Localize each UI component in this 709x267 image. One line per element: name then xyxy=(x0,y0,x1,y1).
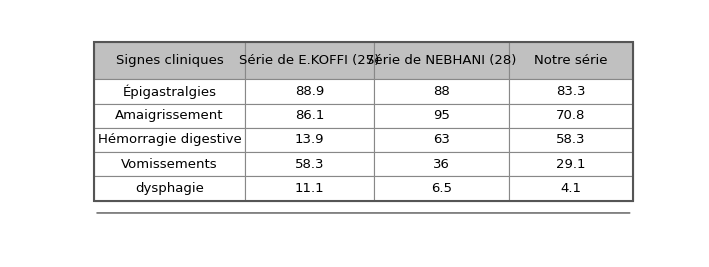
Bar xyxy=(509,42,632,79)
Text: Épigastralgies: Épigastralgies xyxy=(123,84,216,99)
Text: 29.1: 29.1 xyxy=(556,158,586,171)
Text: 6.5: 6.5 xyxy=(431,182,452,195)
Bar xyxy=(94,42,245,79)
Text: Notre série: Notre série xyxy=(534,54,608,67)
Text: 58.3: 58.3 xyxy=(556,134,586,147)
Bar xyxy=(509,79,632,104)
Text: 36: 36 xyxy=(433,158,450,171)
Bar xyxy=(94,176,245,201)
Bar xyxy=(245,42,374,79)
Bar xyxy=(374,104,509,128)
Bar xyxy=(509,104,632,128)
Text: dysphagie: dysphagie xyxy=(135,182,204,195)
Text: Hémorragie digestive: Hémorragie digestive xyxy=(98,134,241,147)
Bar xyxy=(374,176,509,201)
Bar xyxy=(94,79,245,104)
Text: 4.1: 4.1 xyxy=(560,182,581,195)
Bar xyxy=(374,79,509,104)
Text: Série de NEBHANI (28): Série de NEBHANI (28) xyxy=(367,54,517,67)
Text: 13.9: 13.9 xyxy=(295,134,324,147)
Bar xyxy=(94,104,245,128)
Bar xyxy=(509,152,632,176)
Bar xyxy=(94,152,245,176)
Text: 86.1: 86.1 xyxy=(295,109,324,122)
Bar xyxy=(374,152,509,176)
Bar xyxy=(245,152,374,176)
Text: 58.3: 58.3 xyxy=(295,158,324,171)
Bar xyxy=(245,104,374,128)
Bar xyxy=(245,79,374,104)
Bar xyxy=(374,128,509,152)
Text: 63: 63 xyxy=(433,134,450,147)
Bar xyxy=(509,128,632,152)
Text: Vomissements: Vomissements xyxy=(121,158,218,171)
Bar xyxy=(94,128,245,152)
Bar xyxy=(245,176,374,201)
Bar xyxy=(245,128,374,152)
Text: Signes cliniques: Signes cliniques xyxy=(116,54,223,67)
Text: 11.1: 11.1 xyxy=(295,182,324,195)
Text: 70.8: 70.8 xyxy=(556,109,586,122)
Text: 83.3: 83.3 xyxy=(556,85,586,98)
Text: Série de E.KOFFI (27): Série de E.KOFFI (27) xyxy=(240,54,380,67)
Text: Amaigrissement: Amaigrissement xyxy=(116,109,224,122)
Text: 88: 88 xyxy=(433,85,450,98)
Bar xyxy=(509,176,632,201)
Text: 88.9: 88.9 xyxy=(295,85,324,98)
Bar xyxy=(94,42,632,201)
Text: 95: 95 xyxy=(433,109,450,122)
Bar xyxy=(374,42,509,79)
